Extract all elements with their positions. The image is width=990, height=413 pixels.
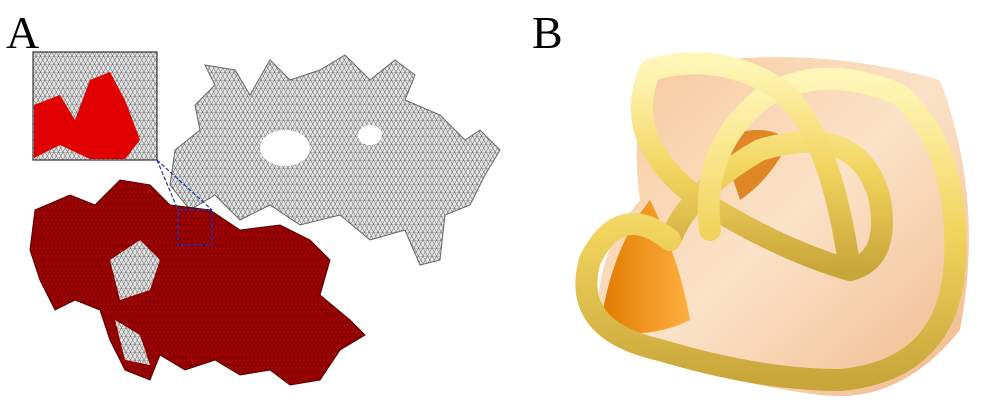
zoom-box [177,209,213,246]
panel-label: B [532,7,563,58]
red-mesh [29,179,366,386]
knot-tube [639,52,861,281]
gray-mesh [115,320,150,365]
surface [598,57,969,397]
knot [575,52,967,392]
zoom-line [156,159,179,211]
gray-mesh [110,240,160,300]
gray-mesh [169,54,501,266]
knot-tube [630,59,893,282]
zoom-line [156,159,213,211]
surface-dark [600,200,690,334]
mesh-hole [260,130,310,166]
mesh-hole [358,125,382,145]
inset-red [34,72,140,159]
panel-label: A [6,7,39,58]
